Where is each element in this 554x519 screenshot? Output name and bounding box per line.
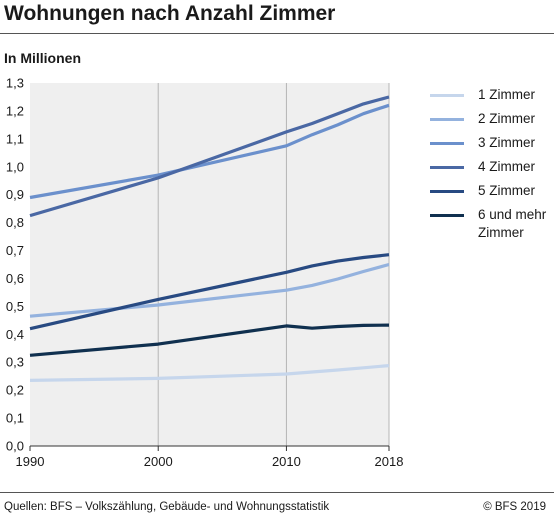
legend-item-6-und-mehr-zimmer: 6 und mehr Zimmer	[430, 206, 554, 250]
y-tick-label: 0,3	[6, 355, 24, 370]
x-tick-label: 2018	[375, 454, 404, 469]
legend-label: 4 Zimmer	[478, 159, 535, 174]
legend-swatch	[430, 214, 464, 217]
source-note: Quellen: BFS – Volkszählung, Gebäude- un…	[4, 501, 330, 513]
y-tick-label: 1,1	[6, 131, 24, 146]
series-lines	[29, 95, 390, 382]
legend-label: 5 Zimmer	[478, 183, 535, 198]
series-line-2	[29, 262, 390, 318]
legend-swatch	[430, 190, 464, 193]
x-tick-label: 2000	[144, 454, 173, 469]
plot-area	[30, 83, 389, 446]
y-tick-label: 0,2	[6, 383, 24, 398]
title-divider	[0, 33, 554, 34]
series-line-5	[29, 253, 390, 331]
y-tick-label: 0,6	[6, 271, 24, 286]
legend-swatch	[430, 94, 464, 97]
series-line-4	[29, 95, 390, 218]
y-tick-label: 1,3	[6, 76, 24, 91]
copyright: © BFS 2019	[483, 501, 546, 513]
legend-item-3-zimmer: 3 Zimmer	[430, 134, 554, 158]
y-tick-label: 0,9	[6, 187, 24, 202]
y-tick-label: 0,5	[6, 299, 24, 314]
y-tick-label: 1,2	[6, 103, 24, 118]
x-tick-label: 1990	[16, 454, 45, 469]
unit-label: In Millionen	[4, 50, 81, 66]
y-tick-label: 0,0	[6, 439, 24, 454]
y-tick-label: 0,7	[6, 243, 24, 258]
legend: 1 Zimmer 2 Zimmer 3 Zimmer 4 Zimmer 5 Zi…	[430, 86, 554, 250]
legend-swatch	[430, 118, 464, 121]
series-line-6	[29, 323, 390, 357]
legend-label: 1 Zimmer	[478, 87, 535, 102]
series-line-3	[29, 103, 390, 200]
legend-label: 3 Zimmer	[478, 135, 535, 150]
y-tick-label: 0,1	[6, 411, 24, 426]
legend-item-4-zimmer: 4 Zimmer	[430, 158, 554, 182]
x-axis: 1990 2000 2010 2018	[16, 445, 404, 469]
legend-label: 2 Zimmer	[478, 111, 535, 126]
series-line-1	[29, 364, 390, 382]
x-tick-label: 2010	[272, 454, 301, 469]
y-tick-label: 1,0	[6, 159, 24, 174]
legend-item-2-zimmer: 2 Zimmer	[430, 110, 554, 134]
y-tick-label: 0,4	[6, 327, 24, 342]
y-tick-label: 0,8	[6, 215, 24, 230]
footer-divider	[0, 492, 554, 493]
legend-item-1-zimmer: 1 Zimmer	[430, 86, 554, 110]
y-axis: 0,0 0,1 0,2 0,3 0,4 0,5 0,6 0,7 0,8 0,9 1,0 1,1 1,2 1…	[6, 76, 24, 454]
legend-label: 6 und mehr Zimmer	[478, 207, 547, 240]
legend-item-5-zimmer: 5 Zimmer	[430, 182, 554, 206]
legend-swatch	[430, 142, 464, 145]
chart-title: Wohnungen nach Anzahl Zimmer	[4, 2, 336, 25]
legend-swatch	[430, 166, 464, 169]
